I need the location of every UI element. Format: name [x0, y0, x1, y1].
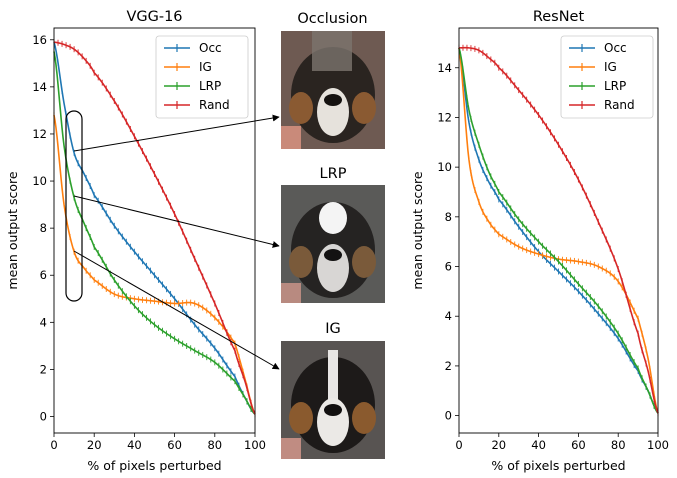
vgg16-y-tick-label: 16 [32, 33, 47, 47]
arrow-to-ig [73, 250, 280, 370]
legend-label: IG [199, 60, 212, 74]
resnet-legend-item-occ: Occ [569, 41, 627, 55]
vgg16-y-tick-label: 12 [32, 127, 47, 141]
resnet-x-axis-label: % of pixels perturbed [491, 458, 625, 473]
resnet-y-tick-label: 4 [445, 309, 452, 323]
vgg16-x-tick-label: 60 [167, 438, 182, 452]
vgg16-x-axis-label: % of pixels perturbed [87, 458, 221, 473]
resnet-y-tick-label: 0 [445, 409, 452, 423]
resnet-x-tick-label: 0 [455, 438, 462, 452]
vgg16-x-tick-label: 20 [87, 438, 102, 452]
vgg16-legend: Occ IG LRP Rand [155, 35, 249, 119]
resnet-y-tick-label: 12 [437, 110, 452, 124]
vgg16-legend-item-ig: IG [164, 60, 212, 74]
vgg16-y-tick-label: 6 [40, 268, 47, 282]
vgg16-chart: VGG-16 0 20 40 60 80 100 0 2 4 6 8 10 12 14 16 % of p… [5, 9, 266, 473]
vgg16-y-tick-label: 2 [40, 362, 47, 376]
vgg16-x-tick-label: 100 [244, 438, 266, 452]
arrow-to-occlusion [73, 114, 280, 152]
resnet-chart: ResNet 0 20 40 60 80 100 0 2 4 6 8 10 12 14 % of pix… [410, 9, 669, 473]
resnet-legend-item-ig: IG [569, 60, 617, 74]
resnet-y-axis-label: mean output score [410, 171, 425, 290]
resnet-y-tick-label: 6 [445, 260, 452, 274]
resnet-x-tick-label: 40 [531, 438, 546, 452]
occlusion-heatmap-image [281, 31, 385, 149]
legend-label: LRP [604, 79, 626, 93]
vgg16-x-tick-label: 0 [50, 438, 57, 452]
lrp-panel: LRP [281, 166, 385, 303]
resnet-series-lrp [458, 44, 659, 417]
vgg16-plot-frame [53, 27, 256, 434]
ig-heatmap-image [281, 341, 385, 459]
highlight-oval [65, 110, 83, 302]
lrp-heatmap-image [281, 185, 385, 303]
resnet-y-tick-label: 2 [445, 359, 452, 373]
resnet-legend-box [560, 35, 654, 119]
vgg16-series-occ [53, 39, 256, 418]
vgg16-y-tick-label: 0 [40, 410, 47, 424]
vgg16-line-ig [53, 114, 256, 415]
resnet-legend-item-rand: Rand [569, 98, 635, 112]
resnet-x-tick-label: 60 [571, 438, 586, 452]
resnet-y-tick-label: 10 [437, 160, 452, 174]
resnet-y-tick-label: 8 [445, 210, 452, 224]
arrow-to-lrp [73, 195, 280, 248]
resnet-legend-item-lrp: LRP [569, 79, 626, 93]
vgg16-legend-item-lrp: LRP [164, 79, 221, 93]
resnet-x-tick-label: 20 [491, 438, 506, 452]
legend-label: LRP [199, 79, 221, 93]
legend-label: IG [604, 60, 617, 74]
ig-panel-title: IG [325, 321, 341, 337]
ig-panel: IG [281, 321, 385, 459]
vgg16-y-tick-label: 10 [32, 174, 47, 188]
vgg16-y-axis-label: mean output score [5, 171, 20, 290]
vgg16-y-tick-label: 4 [40, 315, 47, 329]
legend-label: Rand [604, 98, 635, 112]
vgg16-legend-item-rand: Rand [164, 98, 230, 112]
legend-label: Occ [604, 41, 627, 55]
occlusion-panel: Occlusion [281, 11, 385, 149]
resnet-legend: Occ IG LRP Rand [560, 35, 654, 119]
resnet-x-tick-label: 100 [647, 438, 669, 452]
resnet-plot-frame [458, 27, 659, 434]
occlusion-panel-title: Occlusion [297, 11, 367, 27]
vgg16-chart-title: VGG-16 [126, 9, 182, 25]
vgg16-series-rand [53, 39, 256, 418]
vgg16-y-tick-label: 8 [40, 221, 47, 235]
legend-label: Rand [199, 98, 230, 112]
vgg16-x-tick-label: 40 [127, 438, 142, 452]
lrp-panel-title: LRP [320, 166, 347, 182]
resnet-series-rand [458, 44, 659, 417]
vgg16-legend-item-occ: Occ [164, 41, 222, 55]
vgg16-y-tick-label: 14 [32, 80, 47, 94]
resnet-series-occ [458, 44, 659, 417]
legend-label: Occ [199, 41, 222, 55]
vgg16-legend-box [155, 35, 249, 119]
vgg16-x-tick-label: 80 [207, 438, 222, 452]
resnet-y-tick-label: 14 [437, 61, 452, 75]
resnet-chart-title: ResNet [533, 9, 585, 25]
resnet-x-tick-label: 80 [611, 438, 626, 452]
